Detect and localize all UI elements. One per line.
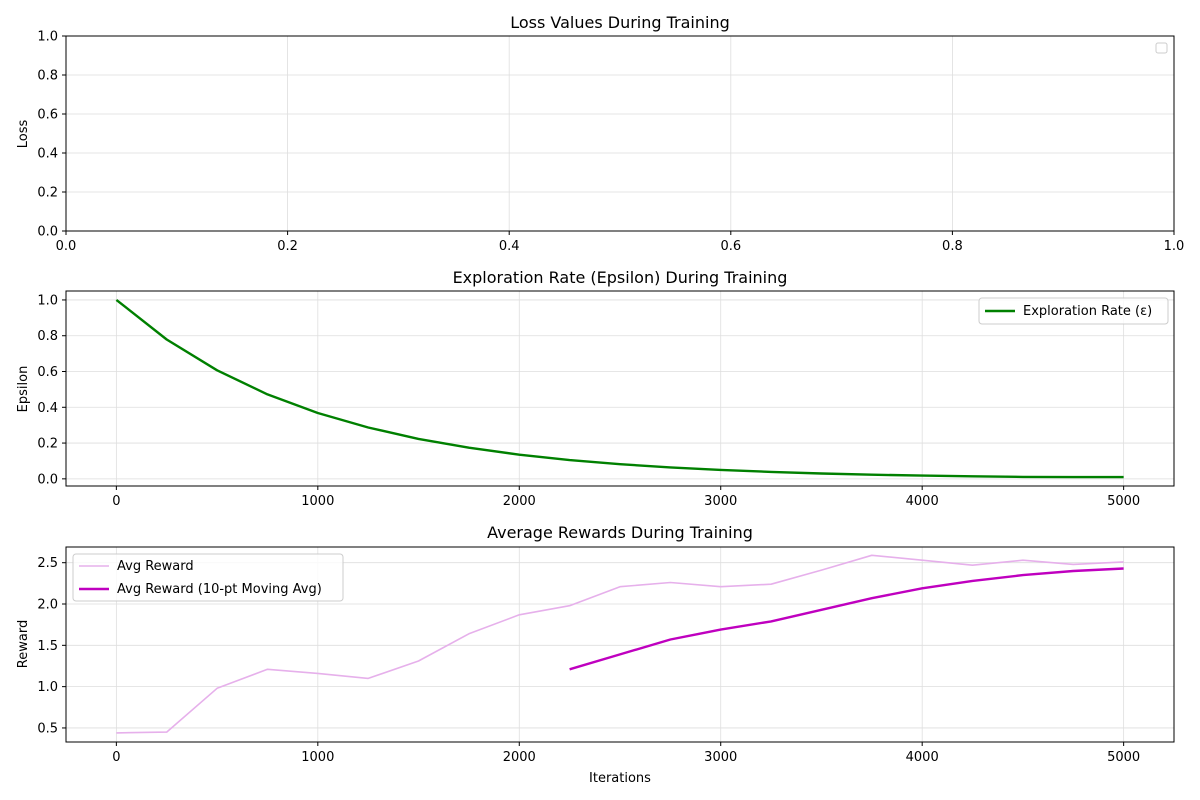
loss-ticks: 0.0 0.2 0.4 0.6 0.8 1.0 0.0 0.2 0.4 0.6 0.8 1.0 xyxy=(37,30,1184,255)
loss-x-tick-label: 0.2 xyxy=(277,239,298,254)
rewards-legend-box xyxy=(72,553,344,602)
loss-y-tick-label: 0.4 xyxy=(37,147,58,162)
loss-x-tick-label: 0.0 xyxy=(56,239,77,254)
epsilon-legend-box xyxy=(978,297,1169,325)
rewards-series-group xyxy=(116,554,1124,734)
epsilon-ticks: 0 1000 2000 3000 4000 5000 0.0 0.2 0.4 0.6 0.8 1.0 xyxy=(37,293,1140,509)
rewards-y-tick-label: 2.5 xyxy=(37,556,58,571)
epsilon-x-tick-label: 5000 xyxy=(1107,494,1140,509)
epsilon-x-tick-label: 1000 xyxy=(301,494,334,509)
loss-y-axis-label: Loss xyxy=(16,120,31,149)
epsilon-x-tick-label: 4000 xyxy=(906,494,939,509)
epsilon-series-line-0 xyxy=(115,298,1124,479)
epsilon-x-tick-label: 2000 xyxy=(503,494,536,509)
loss-grid xyxy=(65,35,1175,232)
epsilon-y-tick-label: 0.2 xyxy=(37,437,58,452)
rewards-x-tick-label: 0 xyxy=(112,750,120,765)
rewards-series-line-0 xyxy=(116,554,1124,734)
rewards-legend-label-raw: Avg Reward xyxy=(117,559,194,574)
epsilon-chart-panel: Exploration Rate (Epsilon) During Traini… xyxy=(16,268,1175,509)
epsilon-legend: Exploration Rate (ε) xyxy=(978,297,1169,325)
epsilon-y-tick-label: 0.6 xyxy=(37,365,58,380)
loss-y-tick-label: 0.2 xyxy=(37,186,58,201)
loss-x-tick-label: 0.8 xyxy=(942,239,963,254)
rewards-x-tick-label: 2000 xyxy=(503,750,536,765)
rewards-ticks: 0 1000 2000 3000 4000 5000 0.5 1.0 1.5 2.0 2.5 xyxy=(37,556,1140,765)
epsilon-y-tick-label: 0.4 xyxy=(37,401,58,416)
epsilon-y-tick-label: 0.8 xyxy=(37,329,58,344)
rewards-y-tick-label: 0.5 xyxy=(37,721,58,736)
rewards-y-tick-label: 2.0 xyxy=(37,598,58,613)
rewards-x-tick-label: 5000 xyxy=(1107,750,1140,765)
loss-empty-legend xyxy=(1155,42,1168,54)
rewards-plot-frame xyxy=(65,546,1175,743)
rewards-legend-label-ma: Avg Reward (10-pt Moving Avg) xyxy=(117,582,322,597)
epsilon-y-axis-label: Epsilon xyxy=(16,366,31,413)
rewards-legend: Avg Reward Avg Reward (10-pt Moving Avg) xyxy=(72,553,344,602)
rewards-x-tick-label: 1000 xyxy=(301,750,334,765)
loss-x-tick-label: 0.6 xyxy=(720,239,741,254)
epsilon-y-tick-label: 0.0 xyxy=(37,472,58,487)
epsilon-chart-title: Exploration Rate (Epsilon) During Traini… xyxy=(453,268,788,287)
rewards-x-axis-label: Iterations xyxy=(589,771,651,786)
loss-y-tick-label: 0.6 xyxy=(37,108,58,123)
rewards-series-line-1 xyxy=(569,567,1124,671)
loss-chart-panel: Loss Values During Training Loss 0.0 0.2 0… xyxy=(16,13,1184,254)
loss-x-tick-label: 0.4 xyxy=(499,239,520,254)
rewards-y-tick-label: 1.0 xyxy=(37,680,58,695)
epsilon-series-group xyxy=(115,298,1124,479)
loss-plot-frame xyxy=(65,35,1175,232)
rewards-y-axis-label: Reward xyxy=(16,620,31,668)
rewards-chart-panel: Average Rewards During Training Reward I… xyxy=(16,523,1175,786)
rewards-y-tick-label: 1.5 xyxy=(37,639,58,654)
loss-y-tick-label: 1.0 xyxy=(37,30,58,45)
epsilon-plot-frame xyxy=(65,290,1175,487)
epsilon-y-tick-label: 1.0 xyxy=(37,293,58,308)
epsilon-x-tick-label: 0 xyxy=(112,494,120,509)
rewards-x-tick-label: 4000 xyxy=(906,750,939,765)
loss-chart-title: Loss Values During Training xyxy=(510,13,730,32)
epsilon-legend-label: Exploration Rate (ε) xyxy=(1023,304,1152,319)
rewards-x-tick-label: 3000 xyxy=(704,750,737,765)
rewards-chart-title: Average Rewards During Training xyxy=(487,523,753,542)
epsilon-x-tick-label: 3000 xyxy=(704,494,737,509)
loss-x-tick-label: 1.0 xyxy=(1164,239,1185,254)
epsilon-grid xyxy=(66,291,1174,486)
loss-y-tick-label: 0.0 xyxy=(37,225,58,240)
loss-y-tick-label: 0.8 xyxy=(37,69,58,84)
